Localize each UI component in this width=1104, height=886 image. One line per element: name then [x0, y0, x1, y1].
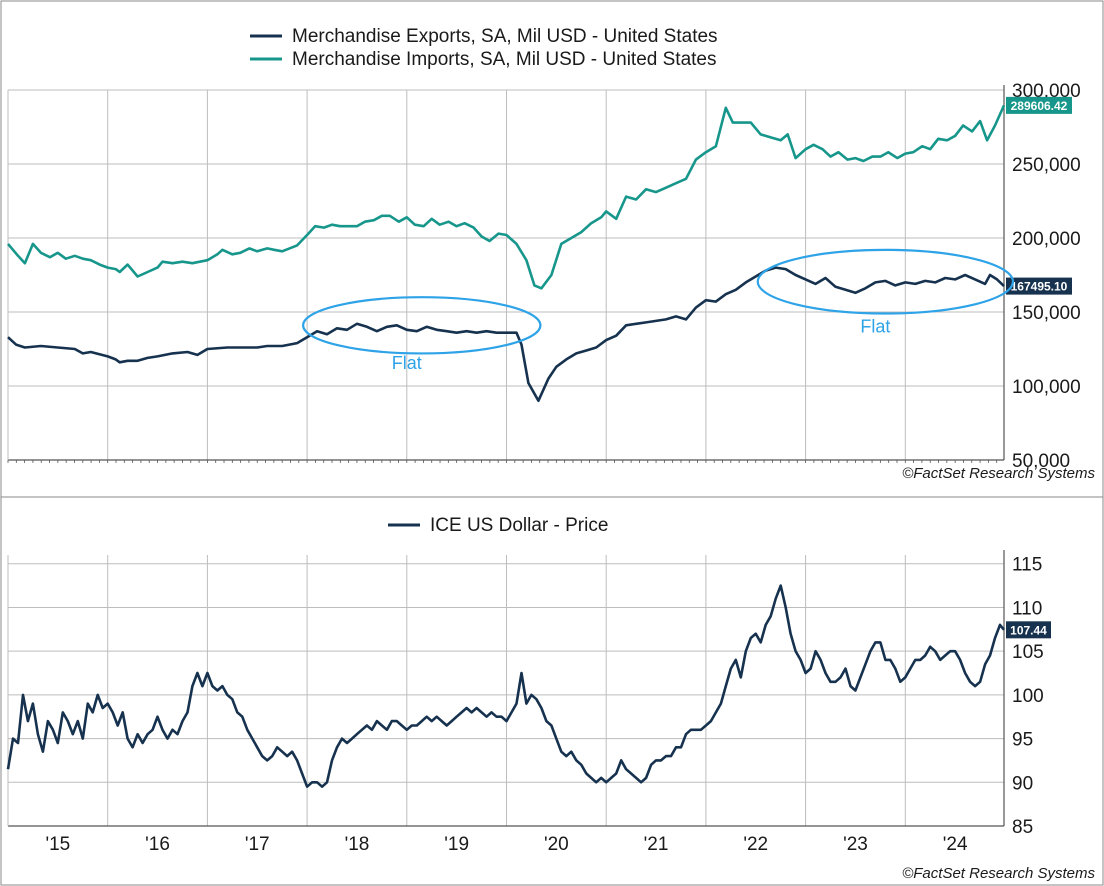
chart-0-y-tick-label: 150,000 — [1012, 303, 1081, 324]
chart-0-legend-label-0: Merchandise Exports, SA, Mil USD - Unite… — [292, 26, 718, 47]
chart-1-y-tick-label: 95 — [1012, 730, 1033, 751]
chart-0-series-0-line — [7, 266, 1005, 403]
chart-1-y-tick-label: 85 — [1012, 817, 1033, 838]
chart-0-last-value-label-1: 289606.42 — [1011, 99, 1068, 113]
chart-1-y-tick-label: 110 — [1012, 598, 1042, 619]
chart-1-y-tick-label: 90 — [1012, 773, 1033, 794]
chart-0-flat-ellipse-1 — [756, 248, 1015, 315]
chart-1-x-tick-label: '16 — [145, 834, 170, 855]
chart-1-x-tick-label: '23 — [843, 834, 868, 855]
chart-0-y-tick-label: 200,000 — [1012, 229, 1081, 250]
chart-0-copyright: ©FactSet Research Systems — [902, 465, 1095, 482]
chart-1-x-tick-label: '24 — [943, 834, 968, 855]
chart-0-annotation-label-1: Flat — [860, 317, 890, 337]
chart-1-x-tick-label: '15 — [45, 834, 70, 855]
chart-0-annotation-label-0: Flat — [392, 353, 422, 373]
chart-0-last-value-label-0: 167495.10 — [1011, 280, 1068, 294]
chart-0-y-tick-label: 300,000 — [1012, 81, 1081, 102]
chart-1-x-tick-label: '21 — [644, 834, 669, 855]
chart-0-y-tick-label: 250,000 — [1012, 155, 1081, 176]
chart-1-y-tick-label: 115 — [1012, 555, 1042, 576]
chart-0-legend-label-1: Merchandise Imports, SA, Mil USD - Unite… — [292, 49, 716, 70]
chart-0-last-value-badge-0 — [1006, 277, 1072, 295]
chart-1-x-tick-label: '19 — [444, 834, 469, 855]
chart-1-y-tick-label: 105 — [1012, 642, 1044, 663]
chart-0-y-tick-label: 100,000 — [1012, 377, 1081, 398]
chart-1-last-value-badge-0 — [1006, 621, 1051, 639]
chart-1-x-tick-label: '22 — [743, 834, 768, 855]
chart-1-x-tick-label: '18 — [345, 834, 370, 855]
chart-1-y-tick-label: 100 — [1012, 686, 1044, 707]
chart-0-series-1-line — [7, 104, 1006, 290]
chart-0-last-value-badge-1 — [1006, 96, 1072, 114]
chart-0-flat-ellipse-0 — [302, 296, 542, 355]
chart-1-legend-label-0: ICE US Dollar - Price — [430, 515, 608, 536]
chart-1-last-value-label-0: 107.44 — [1010, 623, 1047, 637]
chart-1-x-tick-label: '17 — [245, 834, 270, 855]
chart-1-x-tick-label: '20 — [544, 834, 569, 855]
chart-1-copyright: ©FactSet Research Systems — [902, 865, 1095, 882]
chart-0-y-tick-label: 50,000 — [1012, 451, 1070, 472]
chart-1-series-0-line — [6, 584, 1006, 788]
